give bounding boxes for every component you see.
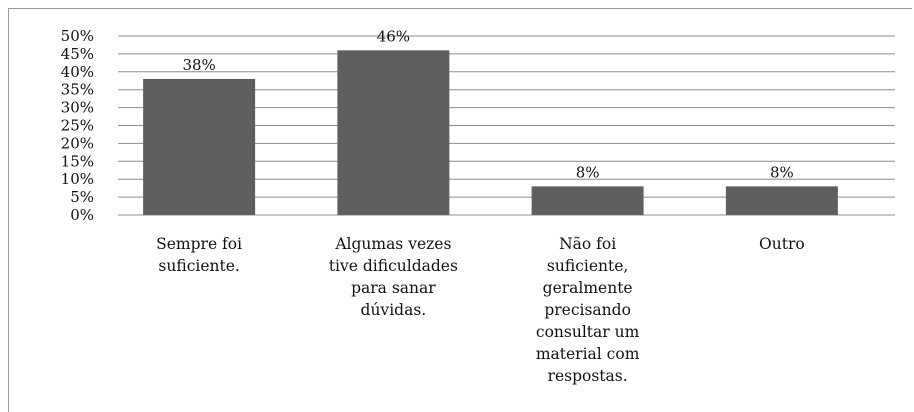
x-category-label-line: Sempre foi — [156, 235, 243, 253]
y-tick-label: 30% — [61, 99, 94, 117]
x-category-label-line: para sanar — [351, 279, 436, 297]
y-tick-label: 40% — [61, 63, 94, 81]
y-tick-label: 5% — [70, 188, 94, 206]
y-tick-label: 25% — [61, 117, 94, 135]
y-tick-label: 0% — [70, 206, 94, 224]
x-category-label: Sempre foi suficiente. — [99, 233, 299, 277]
x-category-label: Outro — [682, 233, 882, 255]
x-category-label-line: suficiente, — [546, 257, 629, 275]
bar — [337, 50, 450, 215]
data-label: 8% — [576, 163, 600, 181]
y-tick-label: 20% — [61, 134, 94, 152]
x-category-label: Não foi suficiente, geralmente precisando co… — [488, 233, 688, 387]
x-category-label-line: Não foi — [559, 235, 617, 253]
bar — [531, 186, 644, 215]
x-category-label-line: material com — [535, 345, 640, 363]
x-category-label-line: tive dificuldades — [328, 257, 458, 275]
bar — [143, 78, 256, 216]
bar — [725, 186, 838, 215]
data-label: 46% — [377, 27, 410, 45]
y-tick-label: 10% — [61, 170, 94, 188]
x-category-label-line: consultar um — [535, 323, 640, 341]
x-category-label-line: precisando — [544, 301, 631, 319]
data-label: 38% — [182, 56, 215, 74]
chart-frame — [8, 8, 912, 412]
y-tick-label: 50% — [61, 27, 94, 45]
y-tick-label: 35% — [61, 81, 94, 99]
y-tick-label: 45% — [61, 45, 94, 63]
x-category-label-line: dúvidas. — [360, 301, 427, 319]
x-category-label-line: geralmente — [542, 279, 633, 297]
y-tick-label: 15% — [61, 152, 94, 170]
data-label: 8% — [770, 163, 794, 181]
x-category-label-line: Outro — [759, 235, 805, 253]
x-category-label-line: Algumas vezes — [335, 235, 452, 253]
x-category-label: Algumas vezes tive dificuldades para sanar… — [293, 233, 493, 321]
x-category-label-line: suficiente. — [158, 257, 240, 275]
x-category-label-line: respostas. — [547, 367, 628, 385]
